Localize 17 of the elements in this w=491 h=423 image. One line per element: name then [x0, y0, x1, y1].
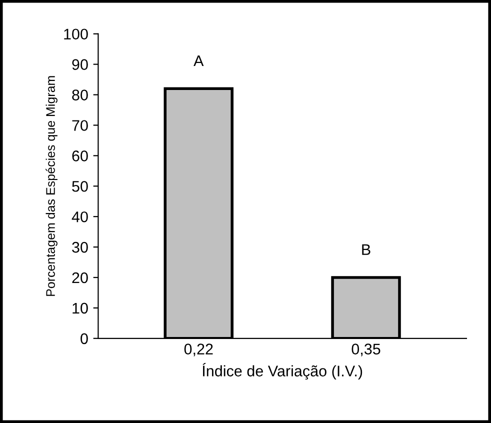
annotation: A	[194, 56, 204, 66]
y-tick-label: 90	[72, 59, 88, 70]
y-tick-label: 10	[72, 302, 88, 314]
y-tick-label: 20	[72, 272, 88, 284]
x-axis-title: Índice de Variação (I.V.)	[202, 363, 362, 380]
y-tick-label: 100	[64, 28, 88, 40]
y-tick-label: 0	[80, 333, 88, 344]
y-axis-title: Porcentagem das Espécies que Migram	[46, 76, 58, 296]
y-tick-label: 50	[72, 180, 88, 192]
y-tick-label: 40	[72, 211, 88, 222]
x-tick-label: 0,35	[352, 344, 380, 356]
y-tick-label: 60	[72, 150, 88, 162]
y-tick-label: 30	[72, 242, 88, 253]
y-tick-label: 70	[72, 120, 88, 131]
x-tick-label: 0,22	[184, 344, 213, 356]
annotation: B	[362, 244, 370, 255]
y-tick-label: 80	[72, 90, 88, 100]
